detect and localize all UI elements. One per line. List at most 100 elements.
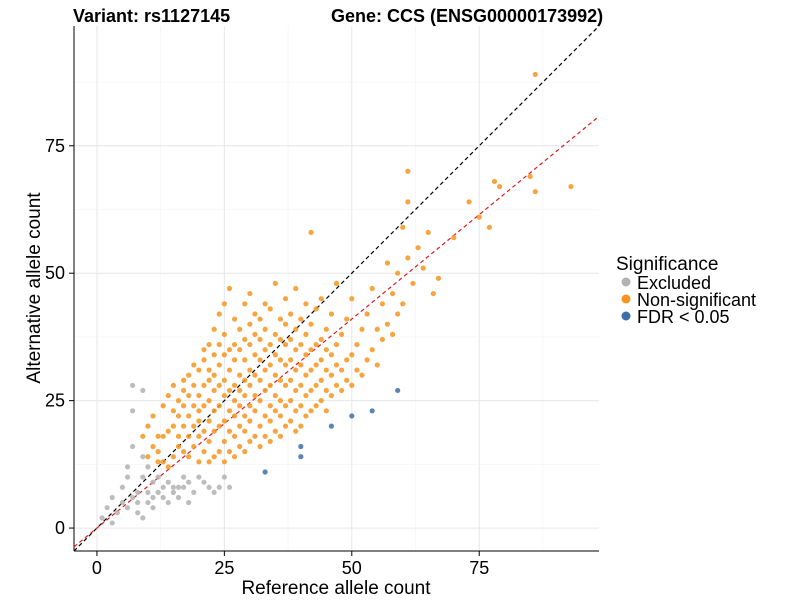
data-point-nonsig	[288, 311, 294, 317]
data-point-nonsig	[196, 392, 202, 399]
data-point-excluded	[216, 484, 222, 490]
legend-label-fdr: FDR < 0.05	[637, 307, 730, 327]
data-point-nonsig	[288, 357, 294, 363]
data-point-excluded	[175, 484, 182, 490]
data-point-nonsig	[216, 449, 222, 455]
data-point-nonsig	[226, 285, 233, 292]
data-point-excluded	[165, 499, 171, 506]
data-point-nonsig	[237, 403, 243, 409]
data-point-nonsig	[277, 413, 284, 419]
data-point-excluded	[119, 484, 126, 490]
data-point-nonsig	[344, 357, 350, 363]
data-point-excluded	[124, 464, 131, 470]
data-point-excluded	[130, 382, 136, 388]
data-point-nonsig	[191, 423, 197, 429]
data-point-nonsig	[186, 392, 192, 399]
data-point-nonsig	[328, 352, 335, 358]
data-point-nonsig	[150, 443, 156, 450]
data-point-nonsig	[277, 316, 284, 322]
data-point-nonsig	[288, 336, 294, 343]
data-point-excluded	[135, 499, 141, 506]
data-point-nonsig	[318, 336, 324, 343]
x-tick-label: 50	[342, 558, 362, 578]
data-point-nonsig	[476, 214, 482, 220]
data-point-nonsig	[303, 372, 309, 378]
data-point-nonsig	[231, 316, 238, 322]
data-point-excluded	[221, 474, 227, 480]
data-point-nonsig	[420, 265, 426, 271]
data-point-nonsig	[379, 336, 385, 343]
data-point-nonsig	[186, 413, 192, 419]
data-point-nonsig	[267, 403, 273, 409]
data-point-nonsig	[226, 367, 233, 373]
data-point-nonsig	[293, 408, 299, 414]
data-point-nonsig	[333, 382, 340, 388]
data-point-nonsig	[313, 382, 319, 388]
data-point-nonsig	[242, 336, 248, 343]
data-point-nonsig	[221, 352, 227, 358]
data-point-nonsig	[364, 311, 370, 317]
x-tick-label: 0	[92, 558, 102, 578]
data-point-nonsig	[272, 280, 278, 287]
data-point-nonsig	[262, 367, 268, 373]
data-point-nonsig	[323, 387, 329, 394]
data-point-nonsig	[226, 428, 233, 434]
data-point-nonsig	[160, 459, 166, 465]
data-point-nonsig	[277, 357, 284, 363]
data-point-nonsig	[395, 311, 401, 317]
data-point-fdr	[328, 423, 335, 429]
reference-line	[73, 115, 600, 548]
data-point-nonsig	[318, 357, 324, 363]
data-point-excluded	[124, 474, 131, 480]
data-point-nonsig	[155, 449, 161, 455]
data-point-nonsig	[272, 352, 278, 358]
data-point-nonsig	[303, 413, 309, 419]
data-point-nonsig	[201, 347, 207, 353]
data-point-nonsig	[333, 362, 340, 368]
data-point-nonsig	[165, 392, 171, 399]
data-point-nonsig	[308, 367, 314, 373]
data-point-nonsig	[405, 255, 411, 261]
data-point-nonsig	[333, 280, 340, 287]
data-point-nonsig	[272, 392, 278, 399]
data-point-nonsig	[180, 377, 187, 383]
data-point-nonsig	[165, 464, 171, 470]
data-point-nonsig	[231, 382, 238, 388]
data-point-nonsig	[206, 438, 212, 445]
data-point-nonsig	[298, 403, 304, 409]
data-point-nonsig	[242, 392, 248, 399]
data-point-excluded	[160, 484, 166, 490]
data-point-nonsig	[242, 449, 248, 455]
data-point-nonsig	[216, 382, 222, 388]
data-point-excluded	[130, 494, 136, 501]
data-point-nonsig	[180, 449, 187, 455]
data-point-excluded	[109, 494, 115, 501]
data-point-nonsig	[211, 326, 217, 332]
data-point-excluded	[201, 479, 207, 485]
data-point-nonsig	[288, 398, 294, 404]
data-point-nonsig	[180, 403, 187, 409]
data-point-nonsig	[247, 403, 253, 409]
data-point-excluded	[155, 474, 161, 480]
data-point-nonsig	[170, 454, 176, 460]
data-point-nonsig	[359, 326, 365, 332]
data-point-nonsig	[170, 382, 176, 388]
data-point-nonsig	[313, 362, 319, 368]
data-point-excluded	[170, 484, 176, 490]
data-point-nonsig	[486, 224, 493, 230]
data-point-nonsig	[196, 408, 202, 414]
data-point-nonsig	[211, 454, 217, 460]
data-point-nonsig	[374, 362, 380, 368]
data-point-nonsig	[252, 352, 258, 358]
data-point-nonsig	[282, 362, 289, 368]
data-point-nonsig	[165, 428, 171, 434]
data-point-nonsig	[216, 311, 222, 317]
data-point-nonsig	[532, 189, 538, 195]
data-point-nonsig	[303, 331, 309, 337]
data-point-nonsig	[359, 372, 365, 378]
data-point-nonsig	[318, 398, 324, 404]
data-point-nonsig	[293, 347, 299, 353]
data-point-nonsig	[237, 372, 243, 378]
data-point-nonsig	[415, 245, 421, 251]
